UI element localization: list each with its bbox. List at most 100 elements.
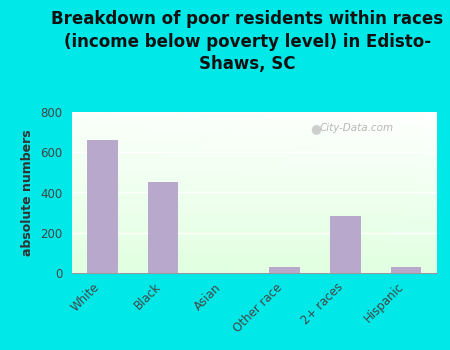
Bar <box>72 191 436 192</box>
Bar <box>72 228 436 229</box>
Bar <box>72 126 436 127</box>
Bar <box>72 199 436 200</box>
Bar <box>72 115 436 116</box>
Bar <box>72 152 436 153</box>
Bar <box>72 148 436 149</box>
Bar <box>72 183 436 184</box>
Bar <box>72 216 436 217</box>
Bar <box>72 234 436 235</box>
Bar <box>72 169 436 170</box>
Bar <box>72 254 436 255</box>
Bar <box>72 168 436 169</box>
Bar <box>72 186 436 187</box>
Bar <box>72 146 436 147</box>
Bar <box>72 203 436 204</box>
Bar <box>391 267 421 273</box>
Bar <box>72 182 436 183</box>
Bar <box>87 140 117 273</box>
Bar <box>148 182 178 273</box>
Bar <box>72 112 436 113</box>
Bar <box>72 138 436 139</box>
Bar <box>72 117 436 118</box>
Bar <box>72 189 436 190</box>
Text: City-Data.com: City-Data.com <box>319 123 393 133</box>
Bar <box>72 196 436 197</box>
Bar <box>72 181 436 182</box>
Bar <box>72 257 436 258</box>
Bar <box>72 162 436 163</box>
Bar <box>72 240 436 241</box>
Bar <box>72 233 436 235</box>
Bar <box>72 235 436 236</box>
Bar <box>72 220 436 221</box>
Bar <box>72 123 436 124</box>
Bar <box>72 114 436 115</box>
Bar <box>72 231 436 232</box>
Bar <box>72 187 436 188</box>
Bar <box>72 245 436 246</box>
Bar <box>72 246 436 247</box>
Bar <box>72 166 436 167</box>
Bar <box>72 136 436 137</box>
Bar <box>72 119 436 120</box>
Bar <box>72 133 436 134</box>
Bar <box>72 259 436 260</box>
Bar <box>72 158 436 159</box>
Bar <box>72 157 436 158</box>
Bar <box>72 193 436 194</box>
Bar <box>72 161 436 162</box>
Bar <box>72 270 436 271</box>
Bar <box>72 261 436 262</box>
Bar <box>72 219 436 220</box>
Bar <box>72 118 436 119</box>
Bar <box>72 236 436 237</box>
Bar <box>72 218 436 219</box>
Bar <box>72 205 436 206</box>
Bar <box>72 224 436 225</box>
Bar <box>72 243 436 244</box>
Bar <box>72 272 436 273</box>
Bar <box>72 265 436 266</box>
Bar <box>72 154 436 155</box>
Bar <box>72 122 436 123</box>
Bar <box>72 238 436 239</box>
Bar <box>72 256 436 257</box>
Bar <box>72 134 436 135</box>
Bar <box>270 267 300 273</box>
Bar <box>72 253 436 254</box>
Bar <box>72 269 436 270</box>
Bar <box>72 241 436 243</box>
Bar <box>72 251 436 252</box>
Bar <box>72 179 436 180</box>
Bar <box>72 200 436 201</box>
Bar <box>72 147 436 148</box>
Bar <box>72 195 436 196</box>
Bar <box>72 208 436 209</box>
Bar <box>72 268 436 269</box>
Bar <box>72 223 436 224</box>
Bar <box>72 271 436 272</box>
Bar <box>72 155 436 156</box>
Bar <box>72 232 436 233</box>
Bar <box>72 132 436 133</box>
Bar <box>72 113 436 114</box>
Bar <box>72 206 436 207</box>
Bar <box>72 250 436 251</box>
Bar <box>72 217 436 218</box>
Bar <box>72 215 436 216</box>
Bar <box>72 163 436 164</box>
Bar <box>72 178 436 179</box>
Bar <box>72 142 436 144</box>
Bar <box>72 139 436 140</box>
Bar <box>72 248 436 249</box>
Bar <box>72 172 436 173</box>
Bar <box>72 204 436 205</box>
Bar <box>72 197 436 198</box>
Bar <box>72 160 436 161</box>
Bar <box>72 153 436 154</box>
Bar <box>72 214 436 215</box>
Bar <box>72 229 436 230</box>
Bar <box>72 177 436 178</box>
Bar <box>72 131 436 132</box>
Bar <box>72 167 436 168</box>
